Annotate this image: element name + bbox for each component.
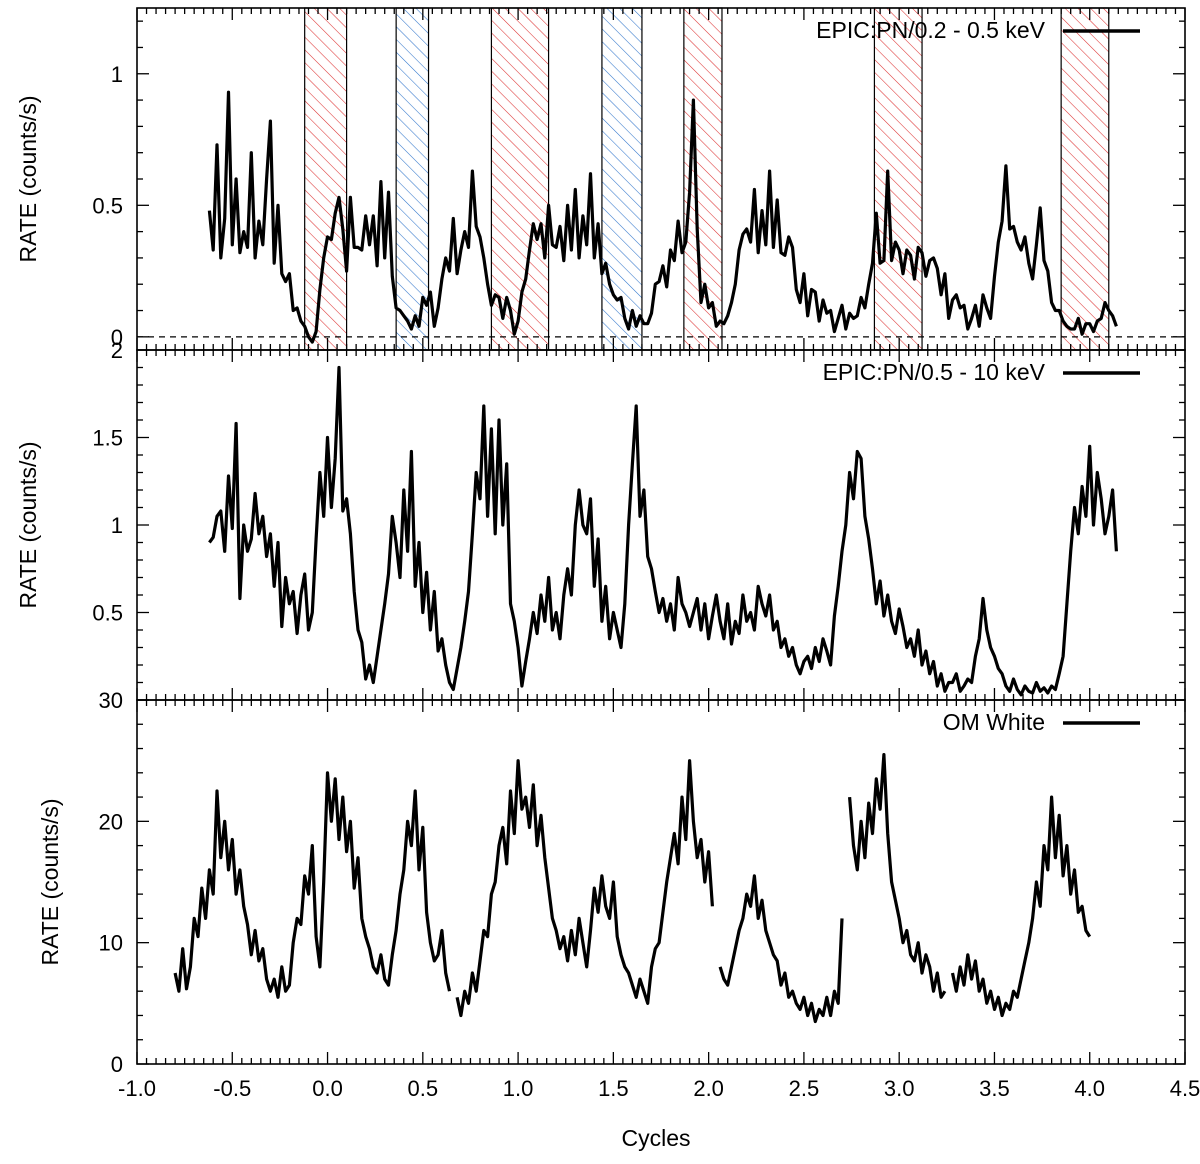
x-tick-label: 0.0 [312,1076,343,1101]
x-tick-label: 4.5 [1170,1076,1200,1101]
y-tick-label: 30 [99,688,123,713]
panel-om-white: 0 10 20 30 RATE (counts/s) OM White [37,688,1186,1077]
shaded-interval-blue [395,7,430,351]
x-tick-label: 2.0 [693,1076,724,1101]
legend-label: EPIC:PN/0.2 - 0.5 keV [816,17,1045,43]
panel-hard-xray: 0.5 1 1.5 2 RATE (counts/s) EPIC:PN/0.5 - 10 … [15,338,1186,701]
panel-frame [136,699,1186,1065]
x-tick-label: 4.0 [1074,1076,1105,1101]
x-tick-label: -0.5 [213,1076,251,1101]
panel-soft-xray: 0 0.5 1 RATE (counts/s) EPIC:PN/0.2 - 0.5 ke… [15,7,1186,351]
y-tick-label: 0 [111,1052,123,1077]
legend-label: OM White [943,709,1045,735]
y-tick-label: 1 [111,62,123,87]
y-tick-label: 1.5 [92,426,123,451]
shaded-interval-red [490,7,550,351]
y-tick-label: 10 [99,931,123,956]
y-axis-title: RATE (counts/s) [37,799,63,966]
y-tick-label: 1 [111,513,123,538]
x-tick-label: 1.0 [503,1076,534,1101]
shaded-interval-red [873,7,923,351]
panel-frame [136,7,1186,351]
legend-label: EPIC:PN/0.5 - 10 keV [823,359,1046,385]
x-tick-label: 1.5 [598,1076,629,1101]
x-axis: -1.0 -0.5 0.0 0.5 1.0 1.5 2.0 2.5 3.0 3.5 4.0 4.5 [118,1076,1200,1101]
y-tick-label: 0 [111,325,123,350]
y-tick-label: 0.5 [92,193,123,218]
y-tick-label: 2 [111,338,123,363]
light-curve-series [208,365,1118,697]
x-tick-label: -1.0 [118,1076,156,1101]
x-tick-label: 3.0 [884,1076,915,1101]
light-curve-series [173,753,1092,1024]
shaded-interval-red [304,7,348,351]
x-tick-label: 2.5 [789,1076,820,1101]
y-tick-label: 20 [99,809,123,834]
x-tick-label: 3.5 [979,1076,1010,1101]
shaded-interval-red [1060,7,1110,351]
x-tick-label: 0.5 [408,1076,439,1101]
x-axis-title: Cycles [621,1125,690,1151]
light-curve-series [207,90,1118,344]
y-tick-label: 0.5 [92,601,123,626]
panel-frame [136,349,1186,701]
y-axis-title: RATE (counts/s) [15,442,41,609]
y-axis-title: RATE (counts/s) [15,96,41,263]
